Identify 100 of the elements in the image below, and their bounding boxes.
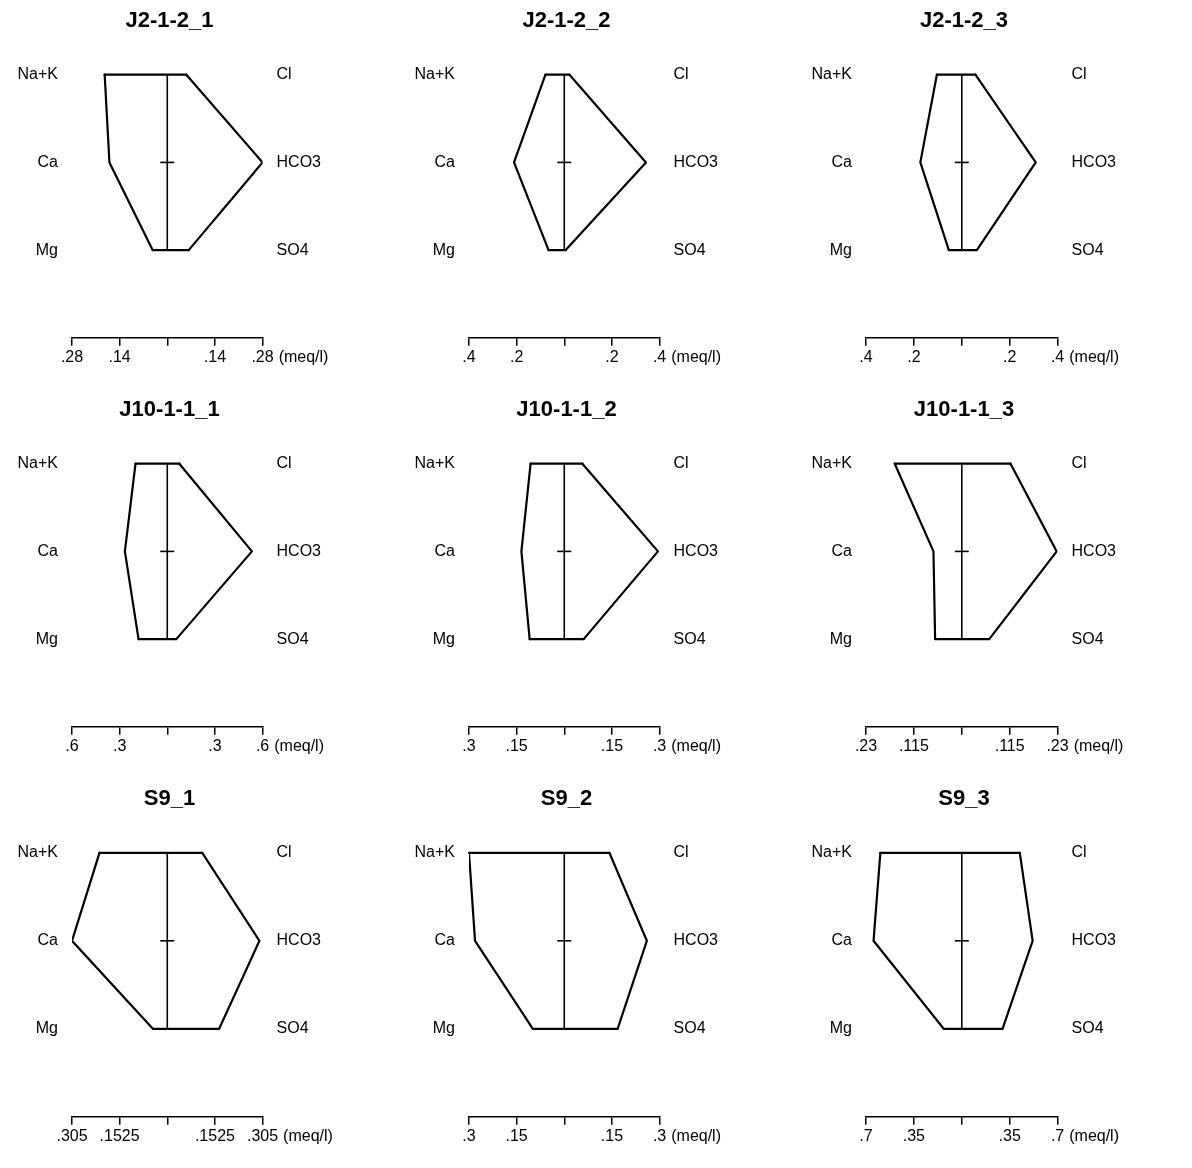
x-axis-title: (meq/l) (278, 348, 329, 366)
y2-tick-label: HCO3 (1071, 541, 1117, 559)
y2-tick-label: HCO3 (1071, 931, 1117, 949)
y-tick-label: Mg (829, 240, 852, 258)
x-axis-title: (meq/l) (671, 348, 721, 366)
x-tick-label: .14 (203, 347, 227, 365)
x-axis-title: (meq/l) (671, 737, 721, 755)
y2-tick-label: SO4 (276, 240, 309, 258)
x-tick-label: .28 (251, 347, 274, 365)
y2-tick-label: Cl (1071, 454, 1087, 472)
x-tick-label: .15 (600, 736, 624, 754)
chart-title: J2-1-2_3 (919, 7, 1009, 33)
y-tick-label: Mg (35, 240, 58, 258)
y-tick-label: Ca (831, 931, 853, 949)
y-tick-label: Ca (434, 541, 456, 559)
x-tick-label: .15 (505, 1126, 528, 1144)
chart-title: J2-1-2_1 (125, 7, 214, 33)
y2-tick-label: SO4 (1071, 629, 1104, 647)
x-axis-title: (meq/l) (1069, 348, 1119, 366)
y2-tick-label: SO4 (1071, 1019, 1104, 1037)
chart-title: J10-1-1_1 (119, 396, 220, 422)
x-tick-label: .7 (1050, 1126, 1065, 1144)
y-tick-label: Na+K (414, 454, 456, 472)
chart-title: J10-1-1_2 (516, 396, 617, 422)
x-tick-label: .4 (1050, 347, 1065, 365)
y-tick-label: Ca (37, 931, 59, 949)
y2-tick-label: Cl (276, 843, 292, 861)
y2-tick-label: SO4 (276, 629, 309, 647)
x-tick-label: .3 (652, 1126, 667, 1144)
x-axis-title: (meq/l) (283, 1127, 333, 1145)
x-tick-label: .305 (56, 1126, 88, 1144)
chart-title: S9_3 (938, 785, 990, 811)
x-tick-label: .7 (859, 1126, 873, 1144)
y-tick-label: Ca (831, 152, 853, 170)
y2-tick-label: Cl (673, 843, 689, 861)
x-tick-label: .2 (1002, 347, 1017, 365)
y2-tick-label: HCO3 (1071, 152, 1117, 170)
x-axis-title: (meq/l) (1069, 1127, 1119, 1145)
x-tick-label: .4 (859, 347, 873, 365)
y2-tick-label: HCO3 (276, 931, 322, 949)
y-tick-label: Na+K (414, 843, 456, 861)
y2-tick-label: Cl (1071, 843, 1087, 861)
y-tick-label: Ca (37, 541, 59, 559)
x-tick-label: .1525 (99, 1126, 140, 1144)
y-tick-label: Na+K (17, 65, 59, 83)
y2-tick-label: Cl (276, 65, 292, 83)
x-tick-label: .2 (605, 347, 619, 365)
y-tick-label: Ca (434, 152, 456, 170)
y-tick-label: Na+K (811, 454, 853, 472)
y2-tick-label: HCO3 (673, 152, 719, 170)
y2-tick-label: Cl (276, 454, 292, 472)
y-tick-label: Na+K (17, 454, 59, 472)
y-tick-label: Na+K (811, 843, 853, 861)
y2-tick-label: HCO3 (673, 541, 719, 559)
x-tick-label: .6 (65, 736, 79, 754)
x-axis-title: (meq/l) (274, 737, 324, 755)
y-tick-label: Mg (432, 1019, 455, 1037)
y2-tick-label: Cl (1071, 65, 1087, 83)
y-tick-label: Na+K (811, 65, 853, 83)
x-tick-label: .3 (208, 736, 222, 754)
y2-tick-label: SO4 (1071, 240, 1104, 258)
y2-tick-label: Cl (673, 454, 689, 472)
chart-title: S9_2 (540, 785, 593, 811)
y-tick-label: Ca (434, 931, 456, 949)
y2-tick-label: SO4 (673, 1019, 706, 1037)
x-tick-label: .3 (462, 1126, 476, 1144)
x-tick-label: .3 (112, 736, 127, 754)
y-tick-label: Mg (829, 1019, 852, 1037)
y-tick-label: Ca (831, 541, 853, 559)
x-axis-title: (meq/l) (1073, 737, 1124, 755)
y-tick-label: Mg (35, 629, 58, 647)
y-tick-label: Mg (432, 240, 455, 258)
x-tick-label: .3 (652, 736, 667, 754)
x-tick-label: .14 (108, 347, 131, 365)
y2-tick-label: Cl (673, 65, 689, 83)
x-tick-label: .2 (907, 347, 921, 365)
y2-tick-label: HCO3 (276, 541, 322, 559)
x-tick-label: .35 (998, 1126, 1021, 1144)
y2-tick-label: HCO3 (276, 152, 322, 170)
y-tick-label: Na+K (414, 65, 456, 83)
chart-title: J10-1-1_3 (913, 396, 1015, 422)
chart-title: J2-1-2_2 (522, 7, 611, 33)
x-tick-label: .115 (994, 736, 1025, 754)
x-tick-label: .305 (246, 1126, 279, 1144)
y2-tick-label: SO4 (673, 629, 706, 647)
x-tick-label: .15 (505, 736, 528, 754)
x-tick-label: .115 (898, 736, 929, 754)
x-tick-label: .28 (60, 347, 84, 365)
y-tick-label: Mg (432, 629, 455, 647)
x-tick-label: .4 (462, 347, 476, 365)
y-tick-label: Mg (35, 1019, 58, 1037)
x-tick-label: .2 (509, 347, 524, 365)
x-tick-label: .23 (1046, 736, 1069, 754)
x-tick-label: .4 (652, 347, 667, 365)
x-tick-label: .15 (600, 1126, 624, 1144)
x-tick-label: .3 (462, 736, 476, 754)
y2-tick-label: HCO3 (673, 931, 719, 949)
chart-title: S9_1 (143, 785, 196, 811)
x-axis-title: (meq/l) (671, 1127, 721, 1145)
x-tick-label: .35 (902, 1126, 926, 1144)
